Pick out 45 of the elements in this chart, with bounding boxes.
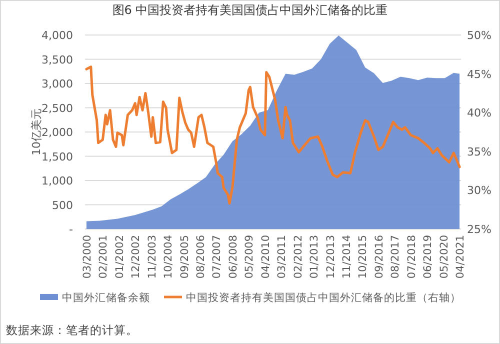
x-tick-label: 04/2010: [260, 235, 272, 279]
y-tick-label: 4,000: [42, 29, 73, 42]
x-tick-label: 02/2012: [292, 235, 304, 279]
x-tick-label: 10/2004: [162, 234, 175, 279]
x-tick-label: 07/2007: [211, 235, 224, 279]
x-tick-label: 11/2014: [340, 234, 353, 279]
x-tick-label: 08/2006: [195, 234, 208, 279]
x-tick-label: 09/2005: [178, 235, 191, 279]
x-tick-label: 07/2018: [406, 235, 418, 279]
y-tick-label: 3,000: [42, 78, 73, 90]
x-tick-label: 06/2019: [422, 235, 434, 279]
y2-tick-label: 45%: [467, 68, 492, 81]
x-tick-label: 01/2002: [114, 235, 126, 279]
x-tick-label: 02/2001: [98, 235, 110, 279]
y-tick-label: 3,500: [42, 53, 73, 66]
y-tick-label: 1,000: [42, 174, 73, 188]
y-axis-title: 10亿美元: [30, 108, 43, 156]
chart-title: 图6 中国投资者持有美国国债占中国外汇储备的比重: [112, 3, 388, 17]
x-tick-label: 10/2015: [357, 235, 370, 279]
x-tick-label: 01/2013: [308, 235, 321, 279]
x-tick-label: 03/2011: [276, 235, 288, 279]
y-tick-label: 2,500: [42, 102, 73, 115]
x-tick-label: 12/2002: [130, 235, 142, 279]
legend-label: 中国外汇储备余额: [62, 291, 150, 304]
x-tick-label: 05/2009: [244, 235, 256, 279]
x-tick-label: 06/2008: [227, 235, 240, 279]
x-tick-label: 03/2000: [81, 235, 94, 279]
y-tick-label: 500: [52, 198, 73, 212]
x-tick-label: 04/2021: [454, 235, 467, 279]
y-tick-label: -: [69, 223, 74, 236]
y2-tick-label: 25%: [467, 223, 492, 236]
y2-tick-label: 30%: [467, 184, 492, 198]
legend-label: 中国投资者持有美国国债占中国外汇储备的比重（右轴）: [186, 291, 461, 304]
x-tick-label: 08/2017: [390, 235, 402, 279]
x-tick-label: 12/2013: [324, 235, 337, 279]
y2-tick-label: 35%: [467, 145, 492, 158]
y2-tick-label: 50%: [467, 29, 492, 42]
x-tick-label: 05/2020: [438, 235, 450, 279]
y-tick-label: 1,500: [42, 150, 73, 164]
line-series: [85, 66, 461, 205]
x-tick-label: 11/2003: [146, 235, 158, 279]
y-tick-label: 2,000: [42, 126, 73, 139]
y2-tick-label: 40%: [467, 106, 492, 120]
x-tick-label: 09/2016: [373, 234, 386, 279]
source-note: 数据来源：笔者的计算。: [6, 323, 138, 337]
